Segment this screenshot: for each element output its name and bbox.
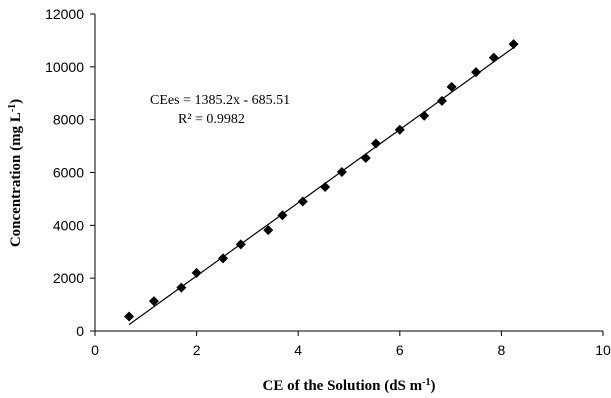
y-tick-label: 0: [76, 323, 84, 339]
data-point: [360, 152, 371, 163]
data-point: [446, 81, 457, 92]
y-tick-label: 6000: [53, 165, 84, 181]
r-squared-label: R² = 0.9982: [178, 112, 245, 127]
y-tick-label: 8000: [53, 112, 84, 128]
x-tick-label: 2: [193, 342, 201, 358]
data-point: [471, 67, 481, 78]
data-point: [508, 39, 519, 50]
x-tick-label: 0: [91, 342, 99, 358]
data-point: [488, 52, 499, 63]
data-point: [336, 166, 347, 177]
y-tick-label: 4000: [53, 217, 84, 233]
y-ticks: 0 2000 4000 6000 8000 10000 12000: [45, 6, 95, 339]
x-tick-label: 6: [396, 342, 404, 358]
data-point: [394, 124, 405, 135]
y-axis-title: Concentration (mg L-1): [7, 99, 24, 247]
y-tick-label: 10000: [45, 59, 84, 75]
data-point: [277, 210, 288, 221]
x-ticks: 0 2 4 6 8 10: [91, 331, 611, 358]
data-point: [263, 225, 274, 236]
data-point: [176, 282, 187, 293]
data-point: [320, 182, 331, 193]
data-point: [419, 110, 430, 121]
data-point: [297, 196, 308, 207]
y-axis-title-main: Concentration (mg L: [8, 112, 24, 247]
x-axis-title-sup: -1: [422, 377, 430, 388]
x-axis-title: CE of the Solution (dS m-1): [263, 377, 436, 394]
y-axis-title-sup: -1: [7, 104, 18, 112]
x-tick-label: 10: [595, 342, 611, 358]
x-tick-label: 4: [294, 342, 302, 358]
data-point: [370, 138, 381, 149]
x-tick-label: 8: [498, 342, 506, 358]
y-tick-label: 12000: [45, 6, 84, 22]
y-axis-title-end: ): [8, 99, 24, 104]
axes: [94, 14, 603, 332]
data-point: [235, 239, 246, 250]
x-axis-title-main: CE of the Solution (dS m: [263, 378, 423, 394]
y-tick-label: 2000: [53, 270, 84, 286]
trendline-equation: CEes = 1385.2x - 685.51: [150, 93, 290, 108]
x-axis-title-end: ): [430, 378, 435, 394]
data-point: [191, 267, 202, 278]
data-points: [124, 39, 519, 322]
data-point: [218, 253, 229, 264]
data-point: [436, 95, 447, 106]
data-point: [124, 311, 135, 322]
data-point: [148, 296, 159, 307]
